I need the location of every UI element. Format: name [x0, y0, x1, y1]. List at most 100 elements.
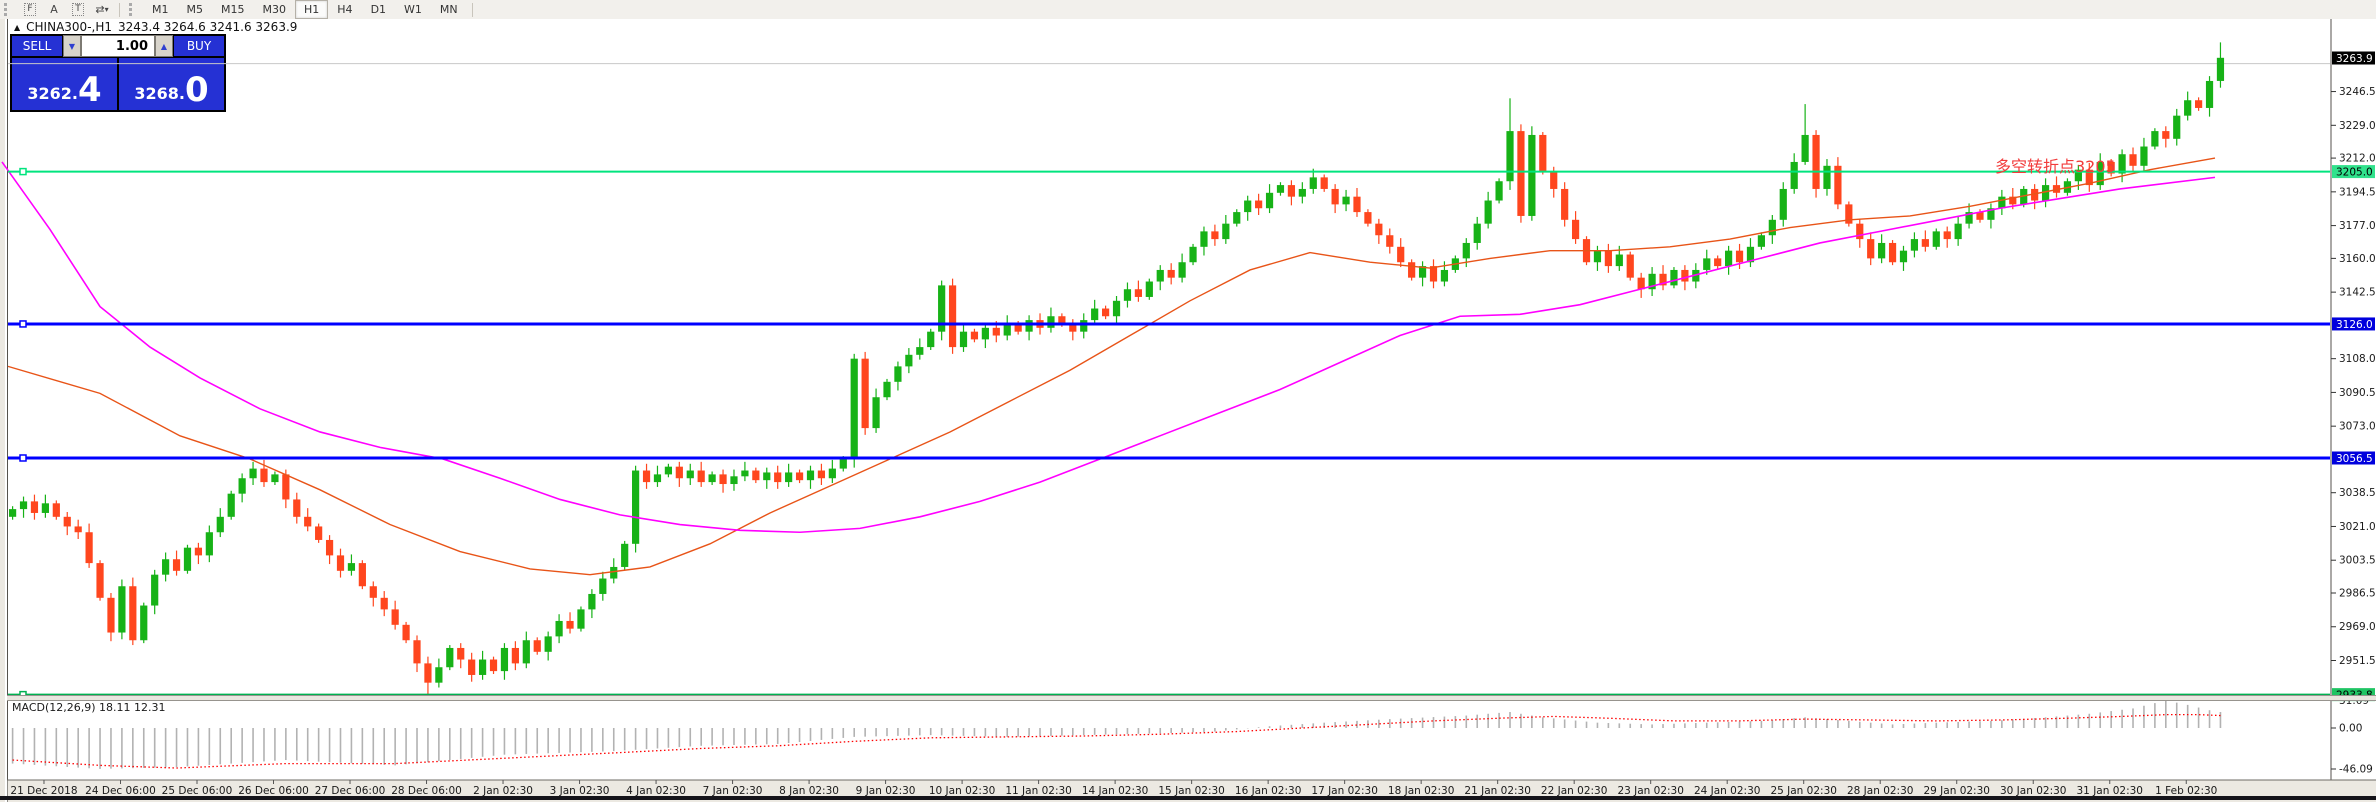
timeframe-button-H1[interactable]: H1 — [295, 0, 329, 19]
candle-body — [664, 466, 672, 475]
candle-body — [752, 470, 760, 481]
price-axis-label: 3142.5 — [2339, 287, 2376, 299]
dropdown-caret-icon: ▾ — [104, 5, 109, 14]
timeframe-button-M1[interactable]: M1 — [152, 3, 169, 16]
candle-body — [2151, 131, 2159, 147]
buy-price-main: 3268 — [134, 84, 179, 103]
timeframe-button-H4[interactable]: H4 — [337, 3, 353, 16]
timeframe-button-M15[interactable]: M15 — [221, 3, 245, 16]
candle-body — [1867, 239, 1875, 259]
window-bottom-border — [0, 796, 2376, 800]
collapse-triangle-icon[interactable]: ▲ — [14, 22, 21, 32]
candle-body — [1134, 289, 1142, 297]
timeframe-button-M30[interactable]: M30 — [262, 3, 287, 16]
candle-body — [948, 285, 957, 348]
candle-body — [2216, 57, 2225, 81]
volume-input[interactable]: 1.00 — [81, 35, 155, 57]
candle-body — [2096, 161, 2104, 186]
price-axis-label: 3194.5 — [2339, 186, 2376, 198]
candle-body — [1200, 231, 1208, 247]
volume-decrease-button[interactable]: ▼ — [63, 35, 81, 57]
date-axis-label: 3 Jan 02:30 — [550, 785, 610, 797]
candle-body — [85, 532, 93, 564]
candle-body — [1593, 250, 1602, 263]
crosshair-f-icon[interactable]: F — [19, 2, 41, 18]
candle-body — [205, 532, 213, 556]
date-axis-label: 4 Jan 02:30 — [626, 785, 686, 797]
candle-body — [2184, 100, 2192, 116]
date-axis-label: 17 Jan 02:30 — [1311, 785, 1377, 797]
candle-body — [151, 574, 159, 606]
candle-body — [336, 555, 345, 571]
candle-body — [489, 659, 498, 672]
line-anchor-handle[interactable] — [19, 454, 27, 462]
candle-body — [916, 347, 924, 355]
candle-body — [708, 474, 716, 483]
timeframe-button-W1[interactable]: W1 — [404, 3, 422, 16]
toolbar-drag-handle[interactable] — [129, 3, 139, 16]
volume-increase-button[interactable]: ▲ — [155, 35, 173, 57]
candle-body — [905, 354, 913, 367]
candle-body — [1823, 165, 1831, 189]
date-axis-label: 26 Dec 06:00 — [238, 785, 309, 797]
candle-body — [118, 586, 126, 633]
buy-price-dot: . — [178, 84, 185, 103]
candle-body — [1244, 200, 1252, 213]
candle-body — [1987, 208, 1995, 220]
candle-body — [1091, 308, 1099, 321]
candle-body — [1047, 316, 1055, 328]
line-anchor-handle[interactable] — [19, 167, 27, 176]
toolbar-drag-handle[interactable] — [4, 3, 14, 16]
candle-body — [795, 472, 804, 481]
chart-symbol-period: CHINA300-,H1 — [26, 20, 112, 34]
candle-body — [1484, 200, 1492, 224]
candle-body — [1845, 204, 1853, 224]
candle-body — [1561, 188, 1569, 220]
candle-body — [1954, 223, 1962, 240]
timeframe-button-D1[interactable]: D1 — [370, 3, 387, 16]
candle-body — [129, 586, 137, 641]
date-axis-label: 9 Jan 02:30 — [856, 785, 916, 797]
candle-body — [992, 327, 1000, 336]
candle-body — [1342, 196, 1350, 205]
candle-body — [1976, 212, 1984, 220]
text-a-icon[interactable]: A — [50, 3, 58, 16]
date-axis-label: 25 Jan 02:30 — [1770, 785, 1836, 797]
timeframe-button-M5[interactable]: M5 — [186, 3, 204, 16]
buy-button[interactable]: BUY — [173, 35, 225, 57]
candle-body — [1703, 258, 1711, 270]
candle-body — [970, 331, 979, 340]
candle-body — [500, 647, 509, 672]
candle-body — [981, 327, 989, 340]
shapes-arrow-icon[interactable]: ⇄ ▾ — [95, 3, 109, 16]
candle-body — [1014, 323, 1022, 332]
line-anchor-handle[interactable] — [19, 320, 27, 328]
candle-body — [1145, 281, 1153, 297]
candle-body — [1375, 223, 1383, 236]
candle-body — [63, 516, 71, 527]
candle-body — [1167, 269, 1175, 278]
candle-body — [1735, 250, 1744, 263]
candle-body — [194, 547, 203, 556]
candle-body — [2162, 131, 2170, 139]
candle-body — [1768, 219, 1776, 236]
candle-body — [315, 526, 323, 540]
date-axis-label: 16 Jan 02:30 — [1235, 785, 1301, 797]
candle-body — [30, 501, 39, 513]
price-axis-label: 2986.5 — [2339, 587, 2376, 599]
candle-body — [697, 470, 705, 483]
candle-body — [883, 381, 891, 398]
date-axis-label: 14 Jan 02:30 — [1082, 785, 1148, 797]
candle-body — [1670, 269, 1678, 286]
sell-button[interactable]: SELL — [11, 35, 63, 57]
text-box-icon[interactable]: T — [67, 2, 89, 18]
candle-body — [610, 566, 618, 579]
timeframe-button-MN[interactable]: MN — [439, 3, 458, 16]
buy-price-display[interactable]: 3268. 0 — [118, 57, 225, 111]
candle-body — [1418, 266, 1427, 278]
candle-body — [642, 470, 651, 483]
candle-body — [511, 647, 519, 664]
sell-price-display[interactable]: 3262. 4 — [11, 57, 118, 111]
pane-splitter[interactable] — [7, 695, 2376, 701]
chart-text-annotation[interactable]: 多空转折点3205 — [1995, 157, 2116, 176]
